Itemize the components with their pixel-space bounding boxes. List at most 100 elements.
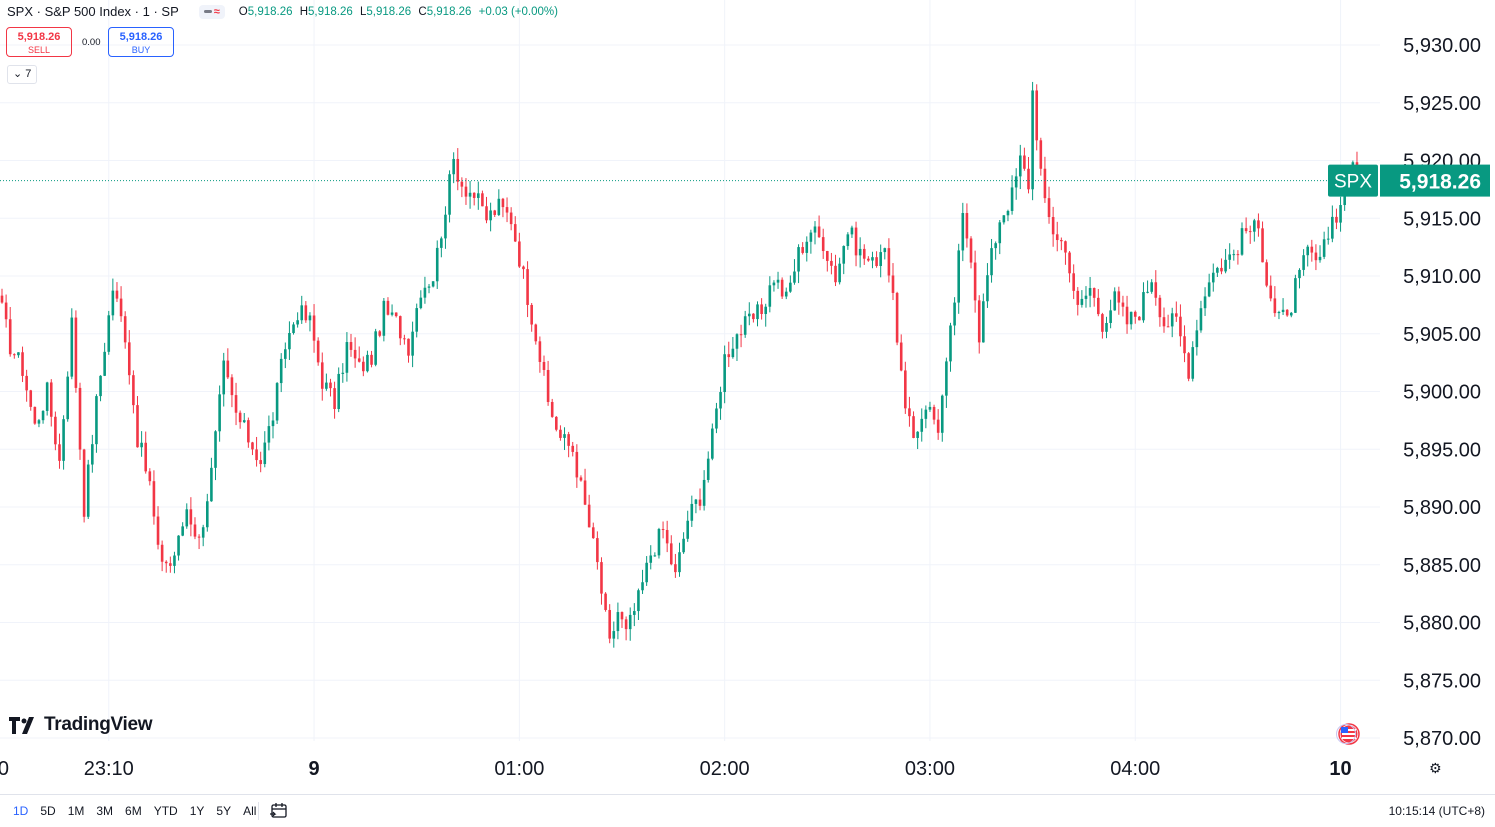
candle-body — [292, 324, 295, 334]
candle-body — [1064, 241, 1067, 253]
candle-body — [1162, 317, 1166, 327]
sell-button[interactable]: 5,918.26 SELL — [6, 27, 72, 57]
range-5y[interactable]: 5Y — [216, 804, 232, 818]
candle-body — [768, 285, 772, 307]
candle-body — [54, 416, 57, 445]
candle-body — [957, 250, 960, 303]
candle-body — [407, 338, 410, 356]
candle-body — [1084, 295, 1088, 299]
candle-body — [78, 387, 82, 450]
candle-body — [633, 611, 636, 615]
candle-body — [21, 352, 24, 376]
candle-body — [17, 352, 20, 356]
candle-body — [1154, 282, 1158, 298]
range-ytd[interactable]: YTD — [153, 804, 178, 818]
candle-body — [333, 388, 336, 409]
candle-body — [661, 529, 665, 531]
time-tick-label: 01:00 — [494, 758, 544, 780]
candle-body — [222, 360, 226, 395]
candle-body — [201, 527, 205, 538]
candle-body — [871, 257, 874, 261]
indicator-toggles[interactable]: ≈ — [198, 4, 225, 19]
candle-body — [641, 582, 644, 591]
sell-price: 5,918.26 — [17, 31, 61, 43]
chevron-down-icon: ⌄ — [13, 68, 23, 80]
candle-body — [637, 590, 640, 612]
price-tick-label: 5,925.00 — [1403, 93, 1481, 115]
date-range-icon[interactable] — [269, 802, 289, 825]
candle-body — [1199, 308, 1203, 331]
price-chart[interactable]: 5,930.005,925.005,920.005,915.005,910.00… — [0, 0, 1495, 790]
candle-body — [468, 192, 472, 197]
range-1y[interactable]: 1Y — [189, 804, 205, 818]
candle-body — [103, 351, 106, 376]
candle-body — [990, 248, 993, 276]
candle-body — [694, 499, 698, 504]
candle-body — [760, 304, 763, 314]
candle-body — [1224, 259, 1227, 272]
clock[interactable]: 10:15:14 (UTC+8) — [1388, 804, 1485, 818]
sell-label: SELL — [27, 45, 51, 55]
gear-icon[interactable]: ⚙ — [1429, 760, 1442, 776]
candle-body — [214, 431, 217, 468]
candle-body — [312, 315, 316, 341]
candle-body — [1105, 322, 1108, 332]
candle-body — [809, 232, 813, 242]
candle-body — [394, 312, 398, 317]
candle-body — [1039, 140, 1043, 169]
price-tick-label: 5,915.00 — [1403, 208, 1481, 230]
candle-body — [390, 312, 394, 315]
candle-body — [308, 315, 312, 321]
us-flag-icon[interactable] — [1335, 723, 1363, 750]
time-tick-label: 10 — [1329, 758, 1351, 780]
price-tick-label: 5,875.00 — [1403, 670, 1481, 692]
candle-body — [1257, 220, 1260, 229]
range-all[interactable]: All — [243, 804, 257, 818]
candle-body — [345, 342, 349, 373]
range-1m[interactable]: 1M — [67, 804, 85, 818]
candle-body — [1326, 238, 1330, 240]
candle-body — [838, 263, 841, 283]
candle-body — [945, 361, 948, 396]
candle-body — [563, 434, 566, 438]
tradingview-logo[interactable]: TradingView — [9, 714, 153, 736]
candle-body — [649, 555, 653, 563]
candle-body — [1035, 90, 1039, 141]
candle-body — [238, 412, 242, 423]
candle-body — [904, 370, 907, 409]
candle-body — [251, 442, 254, 450]
candle-body — [197, 536, 201, 538]
high-key: H — [299, 5, 309, 18]
range-5d[interactable]: 5D — [40, 804, 56, 818]
open-value: 5,918.26 — [247, 5, 293, 18]
candle-body — [1047, 198, 1051, 218]
candle-body — [969, 238, 973, 263]
buy-button[interactable]: 5,918.26 BUY — [108, 27, 174, 57]
candle-body — [1031, 90, 1034, 190]
candle-body — [686, 520, 690, 539]
candle-body — [1211, 272, 1215, 283]
candle-body — [1191, 347, 1195, 379]
candle-body — [452, 158, 455, 175]
indicators-collapse-button[interactable]: ⌄ 7 — [7, 65, 38, 84]
candle-body — [13, 354, 16, 356]
candle-body — [353, 349, 357, 359]
candle-body — [1187, 353, 1190, 379]
candle-body — [0, 295, 4, 303]
range-6m[interactable]: 6M — [125, 804, 142, 818]
candle-body — [99, 375, 102, 397]
candle-body — [1310, 246, 1314, 253]
candle-body — [403, 338, 406, 340]
candle-body — [567, 434, 570, 446]
candle-body — [189, 509, 193, 525]
range-1d[interactable]: 1D — [13, 804, 29, 818]
candle-body — [419, 297, 423, 309]
candle-body — [41, 410, 45, 421]
candle-body — [1023, 155, 1026, 169]
candle-body — [304, 305, 308, 321]
symbol-title[interactable]: SPX · S&P 500 Index · 1 · SP — [7, 4, 179, 19]
candle-body — [45, 382, 49, 411]
range-3m[interactable]: 3M — [96, 804, 114, 818]
candle-body — [58, 444, 61, 461]
candle-body — [1150, 282, 1153, 292]
